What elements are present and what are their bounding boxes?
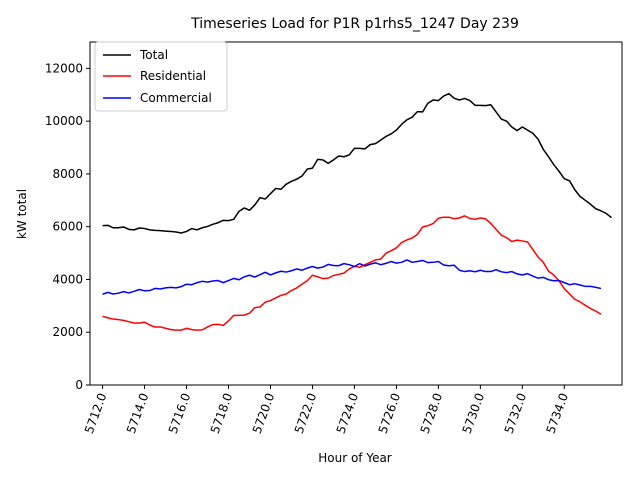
x-tick-label: 5726.0 <box>376 391 404 435</box>
x-tick-label: 5734.0 <box>544 391 572 435</box>
y-tick-label: 8000 <box>52 167 83 181</box>
plot-lines <box>102 92 612 331</box>
x-tick-label: 5724.0 <box>334 391 362 435</box>
x-tick-label: 5716.0 <box>166 391 194 435</box>
x-tick-label: 5730.0 <box>460 391 488 435</box>
y-axis-ticks: 0 2000 4000 6000 8000 10000 12000 <box>45 61 90 392</box>
x-tick-label: 5714.0 <box>124 391 152 435</box>
series-line-total <box>102 92 612 234</box>
x-tick-label: 5722.0 <box>292 391 320 435</box>
y-axis-label: kW total <box>15 189 29 239</box>
legend-box <box>94 41 228 112</box>
y-tick-label: 4000 <box>52 272 83 286</box>
x-tick-label: 5720.0 <box>250 391 278 435</box>
legend-label-residential: Residential <box>140 69 206 83</box>
y-tick-label: 10000 <box>45 114 83 128</box>
legend: Total Residential Commercial <box>94 41 228 112</box>
x-tick-label: 5712.0 <box>82 391 110 435</box>
y-tick-label: 2000 <box>52 325 83 339</box>
x-axis-label: Hour of Year <box>318 451 392 465</box>
legend-label-total: Total <box>139 48 168 62</box>
y-tick-label: 12000 <box>45 61 83 75</box>
x-axis-ticks: 5712.0 5714.0 5716.0 5718.0 5720.0 5722.0 5724… <box>82 385 571 435</box>
y-tick-label: 0 <box>75 378 83 392</box>
series-line-commercial <box>102 259 602 295</box>
x-tick-label: 5732.0 <box>502 391 530 435</box>
chart-title: Timeseries Load for P1R p1rhs5_1247 Day … <box>190 16 519 32</box>
x-tick-label: 5718.0 <box>208 391 236 435</box>
plot-frame <box>89 41 623 386</box>
y-tick-label: 6000 <box>52 220 83 234</box>
series-line-residential <box>102 215 602 331</box>
x-tick-label: 5728.0 <box>418 391 446 435</box>
legend-label-commercial: Commercial <box>140 91 212 105</box>
